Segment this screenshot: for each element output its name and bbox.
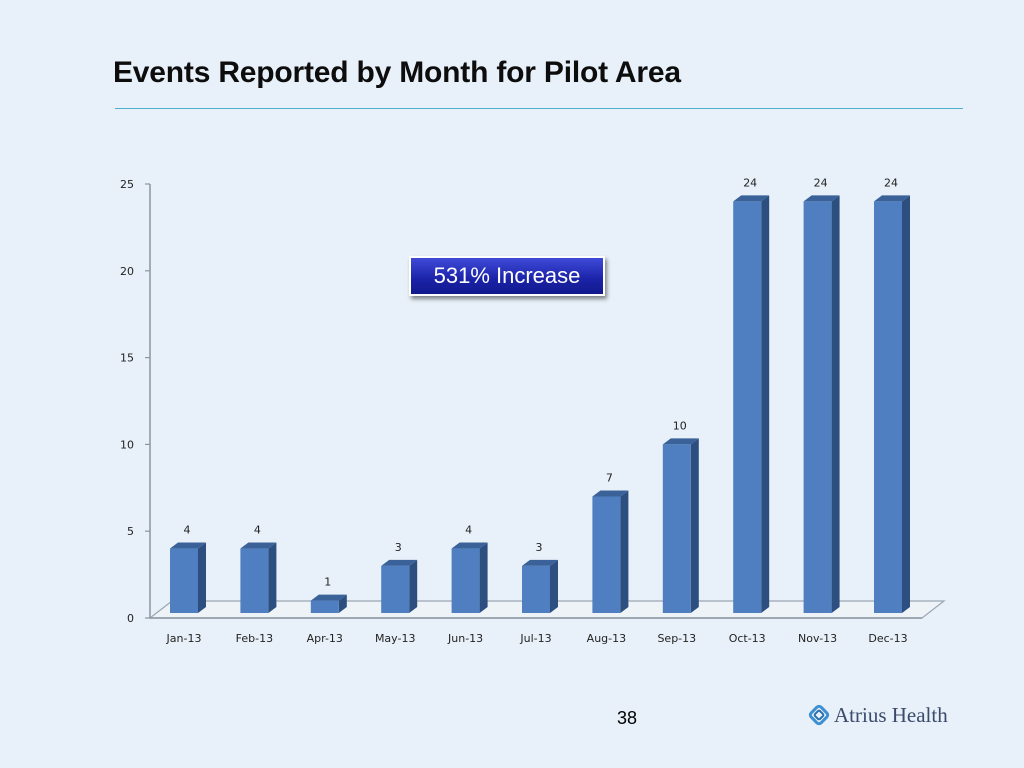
data-label: 4 [254,524,261,537]
data-label: 1 [324,576,331,589]
bar [733,201,762,614]
x-tick-label: Nov-13 [798,632,837,645]
x-tick-label: Aug-13 [587,632,626,645]
data-label: 4 [184,524,191,537]
data-label: 3 [395,541,402,554]
bar [803,201,832,614]
bar [170,548,198,613]
data-label: 24 [743,176,757,189]
slide-title: Events Reported by Month for Pilot Area [113,56,681,89]
logo-text: Atrius Health [834,702,948,727]
x-tick-label: May-13 [375,632,416,645]
bar-side [198,542,206,613]
page-number: 38 [617,708,638,728]
atrius-health-logo: Atrius Health [808,703,948,727]
title-divider [115,108,963,109]
x-tick-label: Feb-13 [236,632,273,645]
bar-top [522,559,558,566]
bar-top [381,559,418,566]
bar-top [170,542,206,549]
bar-top [310,594,347,601]
data-label: 10 [673,419,687,432]
increase-callout: 531% Increase [409,256,605,296]
data-label: 7 [606,471,613,484]
bar-side [690,438,699,613]
x-tick-label: Jun-13 [447,632,483,645]
bar-top [662,438,699,445]
y-tick-label: 10 [120,438,134,451]
bar [381,565,410,613]
y-tick-label: 20 [120,265,134,278]
bar [662,444,691,613]
bar-side [831,195,840,614]
bar-side [268,542,277,613]
logo-mark-icon [808,704,830,726]
bar [874,201,902,614]
bar-top [592,490,629,497]
bar [451,548,480,613]
x-tick-label: Dec-13 [868,632,907,645]
bar-side [902,195,910,614]
x-tick-label: Oct-13 [729,632,766,645]
data-label: 24 [884,176,898,189]
data-label: 3 [536,541,543,554]
bar [522,565,550,613]
bar-top [803,195,840,202]
y-tick-label: 15 [120,352,134,365]
bar-top [240,542,277,549]
bar-side [409,559,418,613]
bar [592,496,621,613]
bar-top [874,195,910,202]
bar-side [550,559,558,613]
bar-side [338,594,347,613]
bar-side [479,542,488,613]
bar-side [761,195,770,614]
y-tick-label: 0 [127,612,134,625]
bar-side [620,490,629,613]
bar-top [733,195,770,202]
x-tick-label: Apr-13 [307,632,343,645]
x-tick-label: Jul-13 [519,632,551,645]
data-label: 4 [465,524,472,537]
y-tick-label: 25 [120,178,134,191]
x-tick-label: Sep-13 [657,632,696,645]
y-tick-label: 5 [127,525,134,538]
bar-top [451,542,488,549]
x-tick-label: Jan-13 [166,632,202,645]
bar [240,548,269,613]
data-label: 24 [814,176,828,189]
bar [310,600,339,613]
